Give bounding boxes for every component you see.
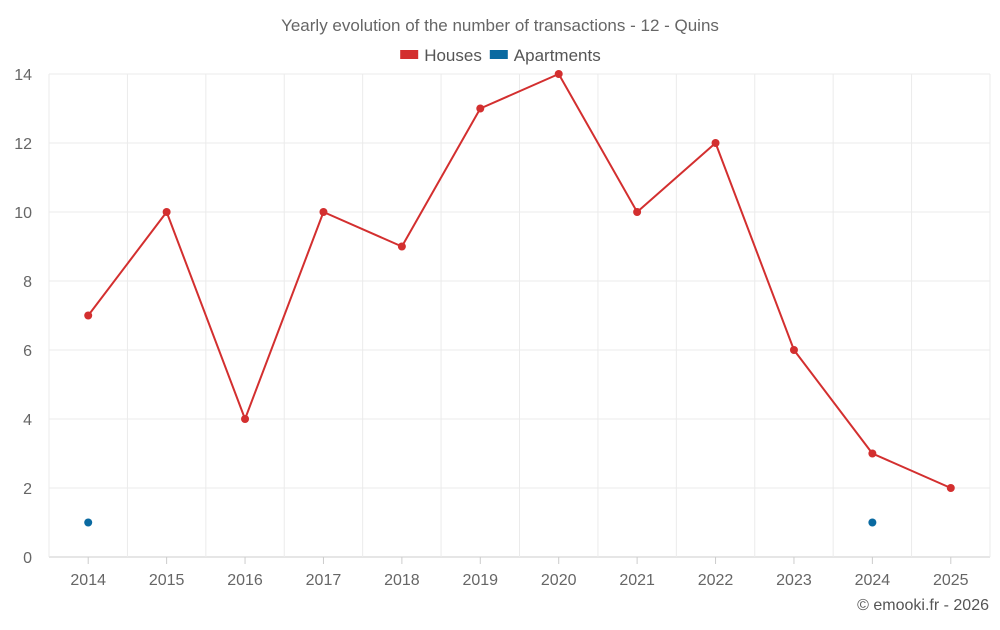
chart-title: Yearly evolution of the number of transa… bbox=[281, 16, 719, 35]
x-tick-label: 2025 bbox=[933, 572, 969, 589]
x-tick-label: 2018 bbox=[384, 572, 420, 589]
houses-point bbox=[397, 242, 406, 251]
houses-point bbox=[633, 208, 642, 216]
y-tick-label: 6 bbox=[23, 343, 32, 360]
houses-point bbox=[162, 208, 171, 216]
houses-point bbox=[946, 484, 955, 492]
x-tick-label: 2024 bbox=[855, 572, 891, 589]
legend-swatch-houses bbox=[400, 50, 419, 59]
y-axis: 0 2 4 6 8 10 12 14 bbox=[14, 67, 32, 567]
legend-item-houses: Houses bbox=[400, 46, 482, 65]
legend-swatch-apartments bbox=[489, 50, 508, 59]
x-tick-label: 2017 bbox=[306, 572, 342, 589]
x-tick-label: 2016 bbox=[227, 572, 263, 589]
x-tick-label: 2022 bbox=[698, 572, 734, 589]
legend-label-apartments: Apartments bbox=[514, 46, 601, 65]
x-tick-label: 2023 bbox=[776, 572, 812, 589]
y-tick-label: 8 bbox=[23, 274, 32, 291]
houses-point bbox=[789, 346, 798, 354]
series-layer bbox=[84, 70, 955, 527]
x-tick-label: 2014 bbox=[70, 572, 106, 589]
y-tick-label: 0 bbox=[23, 550, 32, 567]
series-houses bbox=[84, 70, 955, 492]
houses-point bbox=[84, 311, 93, 320]
houses-point bbox=[554, 70, 563, 78]
chart-credit: © emooki.fr - 2026 bbox=[857, 597, 989, 614]
x-tick-label: 2020 bbox=[541, 572, 577, 589]
legend-item-apartments: Apartments bbox=[489, 46, 601, 65]
x-axis: 2014 2015 2016 2017 2018 2019 2020 2021 2022 2023… bbox=[70, 557, 969, 589]
y-tick-label: 14 bbox=[14, 67, 32, 84]
y-tick-label: 12 bbox=[14, 136, 32, 153]
houses-line bbox=[87, 73, 952, 489]
houses-point bbox=[711, 139, 720, 147]
houses-point bbox=[868, 449, 877, 458]
x-tick-label: 2021 bbox=[619, 572, 655, 589]
apartments-point bbox=[868, 518, 877, 527]
x-tick-label: 2015 bbox=[149, 572, 185, 589]
apartments-point bbox=[84, 518, 93, 527]
houses-point bbox=[241, 415, 250, 423]
legend-label-houses: Houses bbox=[424, 46, 482, 65]
legend: Houses Apartments bbox=[400, 46, 601, 65]
y-tick-label: 2 bbox=[23, 481, 32, 498]
x-tick-label: 2019 bbox=[462, 572, 498, 589]
grid bbox=[48, 73, 991, 558]
houses-point bbox=[319, 208, 328, 216]
y-tick-label: 10 bbox=[14, 205, 32, 222]
houses-point bbox=[476, 104, 485, 113]
y-tick-label: 4 bbox=[23, 412, 32, 429]
series-apartments bbox=[84, 518, 877, 527]
